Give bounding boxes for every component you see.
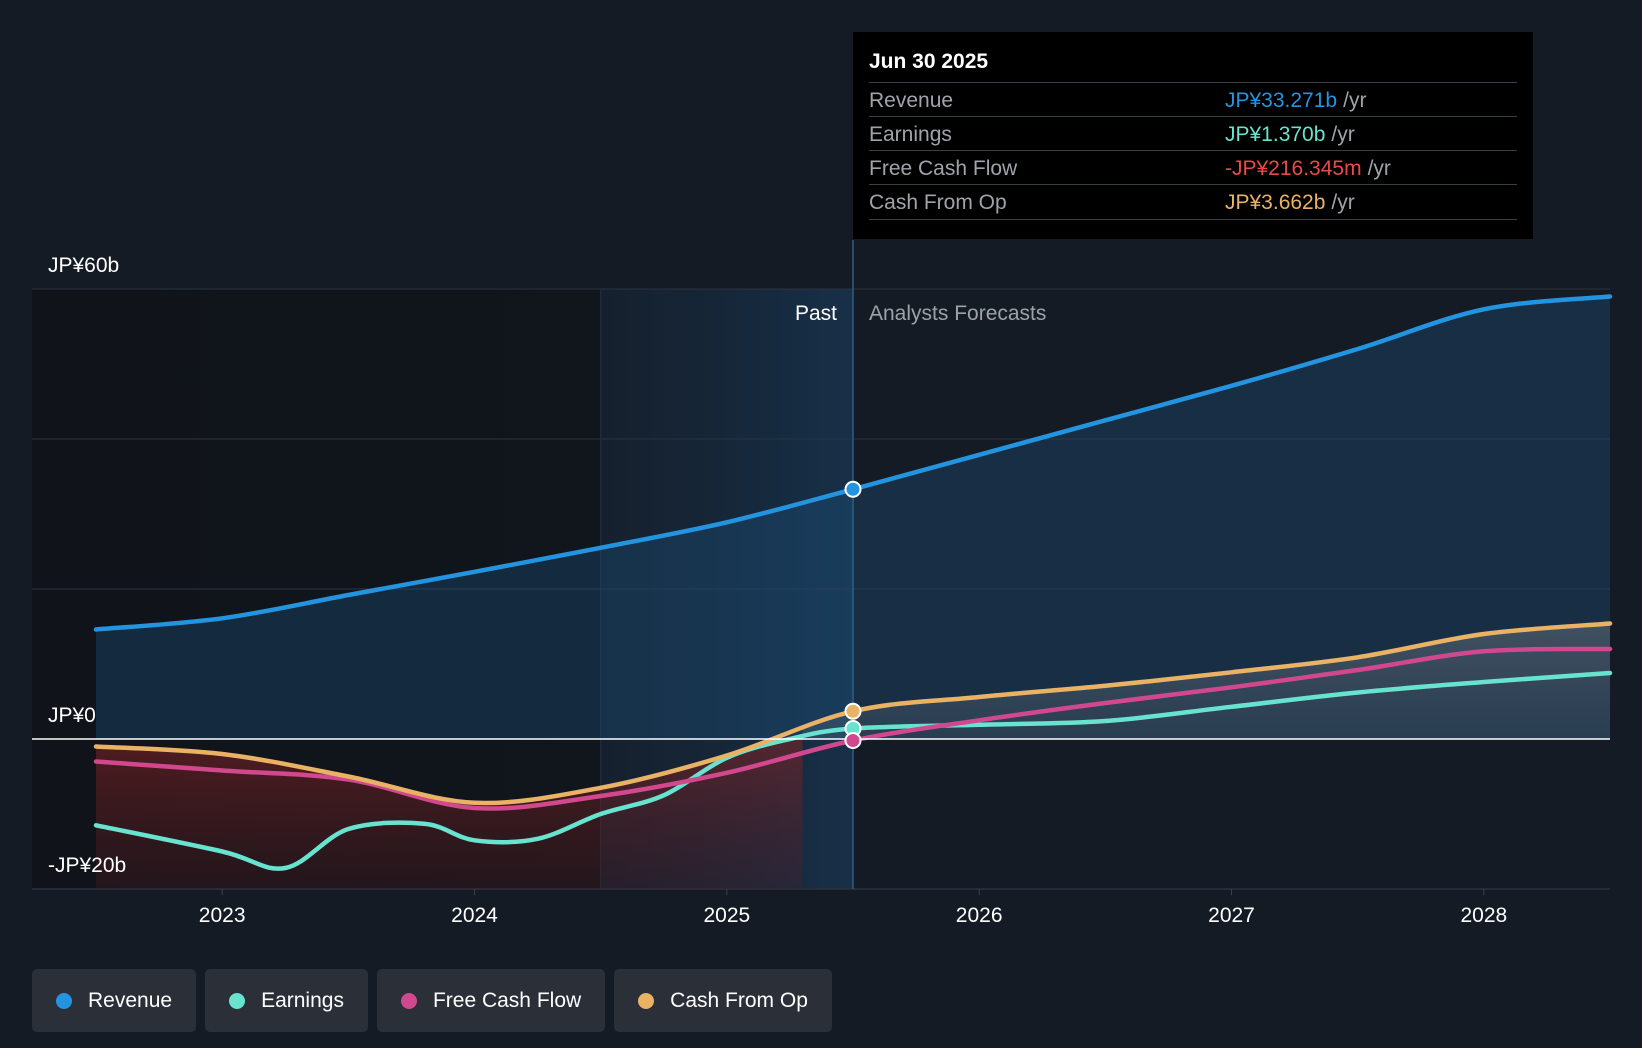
past-label: Past bbox=[795, 302, 837, 325]
x-tick-label: 2023 bbox=[199, 904, 246, 927]
forecast-label: Analysts Forecasts bbox=[869, 302, 1046, 325]
legend-item-cash-from-op[interactable]: Cash From Op bbox=[614, 969, 832, 1032]
tooltip-unit: /yr bbox=[1367, 157, 1391, 180]
x-axis-labels: 2023 2024 2025 2026 2027 2028 bbox=[199, 889, 1507, 927]
x-tick-label: 2028 bbox=[1460, 904, 1507, 927]
negative-area bbox=[96, 739, 803, 889]
tooltip-label: Earnings bbox=[869, 123, 952, 146]
tooltip-value: JP¥33.271b bbox=[1225, 89, 1338, 112]
y-tick-label: -JP¥20b bbox=[48, 854, 126, 877]
y-axis-labels: JP¥60b JP¥0 -JP¥20b bbox=[48, 254, 126, 877]
x-tick-label: 2024 bbox=[451, 904, 498, 927]
tooltip-unit: /yr bbox=[1331, 123, 1355, 146]
tooltip-row-earnings: Earnings JP¥1.370b/yr bbox=[869, 116, 1517, 151]
legend-item-free-cash-flow[interactable]: Free Cash Flow bbox=[376, 969, 606, 1032]
y-tick-label: JP¥0 bbox=[48, 704, 96, 727]
legend-label: Free Cash Flow bbox=[432, 988, 582, 1012]
x-tick-label: 2025 bbox=[703, 904, 750, 927]
tooltip-value: -JP¥216.345m bbox=[1225, 157, 1362, 180]
legend-label: Earnings bbox=[261, 988, 344, 1012]
legend: Revenue Earnings Free Cash Flow Cash Fro… bbox=[32, 969, 832, 1032]
legend-item-earnings[interactable]: Earnings bbox=[205, 969, 368, 1032]
legend-item-revenue[interactable]: Revenue bbox=[32, 969, 197, 1032]
tooltip-value: JP¥3.662b bbox=[1225, 191, 1326, 214]
tooltip-label: Cash From Op bbox=[869, 191, 1007, 214]
earnings-dot-icon bbox=[229, 992, 246, 1009]
marker-revenue bbox=[844, 480, 862, 498]
free-cash-flow-dot-icon bbox=[400, 992, 417, 1009]
tooltip: Jun 30 2025 Revenue JP¥33.271b/yr Earnin… bbox=[853, 32, 1533, 239]
marker-free-cash-flow bbox=[844, 732, 862, 749]
cash-from-op-dot-icon bbox=[638, 992, 655, 1009]
tooltip-unit: /yr bbox=[1331, 191, 1355, 214]
legend-label: Cash From Op bbox=[670, 988, 808, 1012]
tooltip-value: JP¥1.370b bbox=[1225, 123, 1326, 146]
x-tick-label: 2027 bbox=[1208, 904, 1255, 927]
tooltip-row-free-cash-flow: Free Cash Flow -JP¥216.345m/yr bbox=[869, 150, 1517, 185]
positive-area bbox=[802, 623, 1610, 739]
marker-cash-from-op bbox=[844, 702, 862, 720]
tooltip-unit: /yr bbox=[1343, 89, 1367, 112]
hover-markers bbox=[844, 480, 862, 749]
legend-label: Revenue bbox=[88, 988, 173, 1012]
tooltip-date: Jun 30 2025 bbox=[869, 50, 989, 73]
y-tick-label: JP¥60b bbox=[48, 254, 119, 277]
tooltip-label: Free Cash Flow bbox=[869, 157, 1018, 180]
tooltip-label: Revenue bbox=[869, 89, 954, 112]
revenue-dot-icon bbox=[56, 992, 72, 1009]
tooltip-row-revenue: Revenue JP¥33.271b/yr bbox=[869, 82, 1517, 117]
tooltip-row-cash-from-op: Cash From Op JP¥3.662b/yr bbox=[869, 184, 1517, 220]
x-tick-label: 2026 bbox=[956, 904, 1003, 927]
